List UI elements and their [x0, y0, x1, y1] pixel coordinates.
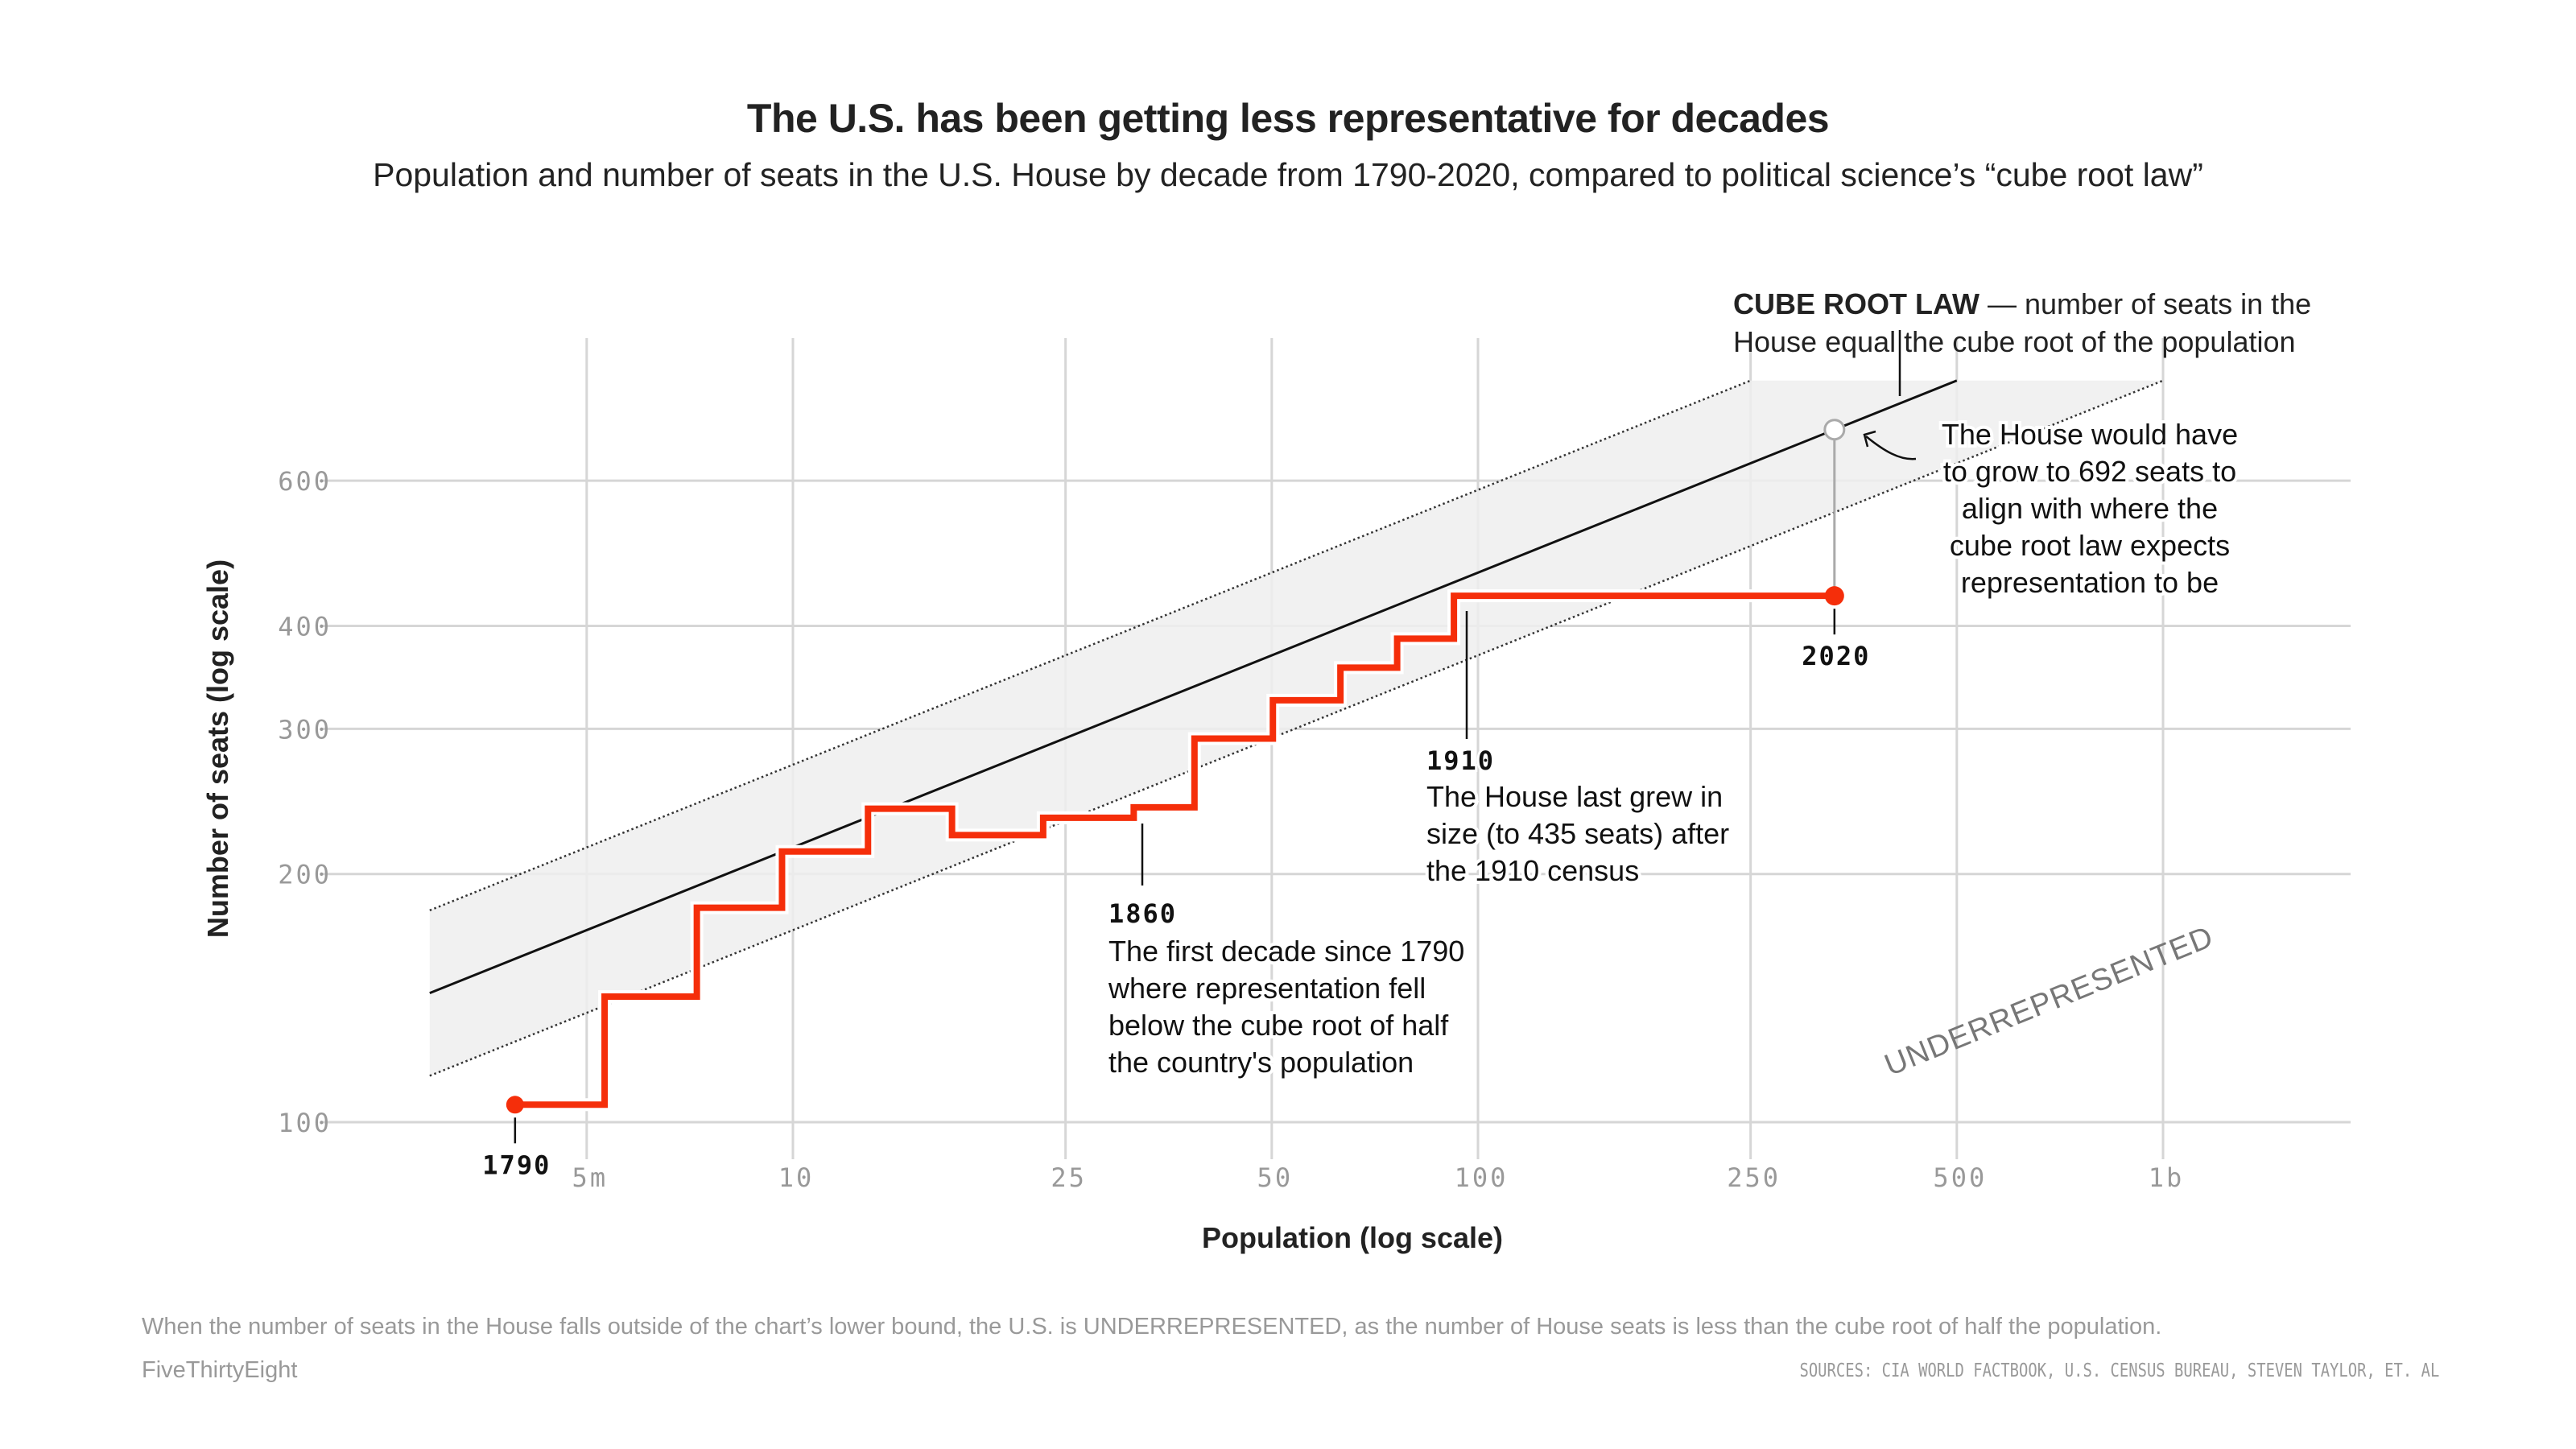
annotation-1910: 1910 The House last grew in size (to 435 s…: [1423, 743, 1732, 890]
x-tick-label: 250: [1727, 1162, 1781, 1193]
footnote: When the number of seats in the House fa…: [142, 1314, 2162, 1340]
underrepresented-label: UNDERREPRESENTED: [1880, 920, 2218, 1083]
sources-label: SOURCES: CIA WORLD FACTBOOK, U.S. CENSUS…: [1799, 1360, 2439, 1381]
target-annotation-line: The House would have: [1942, 418, 2238, 451]
chart-title: The U.S. has been getting less represent…: [746, 96, 1830, 141]
lower-bound-line: [429, 379, 2164, 1077]
y-tick-label: 300: [278, 714, 332, 745]
y-tick-label: 400: [278, 611, 332, 642]
chart-subtitle: Population and number of seats in the U.…: [373, 156, 2203, 193]
annotation-1910-line: The House last grew in: [1426, 780, 1723, 813]
endpoint-labels: 1790 2020: [480, 609, 1871, 1183]
upper-bound-line: [429, 379, 1752, 912]
annotation-1910-line: the 1910 census: [1426, 854, 1639, 887]
y-axis-title: Number of seats (log scale): [201, 559, 234, 938]
seats-series: [506, 419, 1846, 1114]
target-annotation: The House would have to grow to 692 seats…: [1938, 415, 2241, 602]
seats-step-line: [514, 592, 1835, 1108]
cube-root-law-text-2: House equal the cube root of the populat…: [1733, 325, 2296, 358]
x-tick-label: 100: [1455, 1162, 1509, 1193]
x-axis-title: Population (log scale): [1202, 1221, 1503, 1254]
cube-root-law-text-1: — number of seats in the: [1979, 287, 2311, 320]
cube-root-law-line: [429, 379, 1958, 995]
point-2020: [1824, 586, 1844, 606]
x-tick-label: 500: [1933, 1162, 1987, 1193]
x-tick-label: 25: [1051, 1162, 1087, 1193]
target-annotation-line: cube root law expects: [1950, 529, 2230, 562]
reference-lines: [429, 379, 2164, 1077]
y-tick-label: 100: [278, 1108, 332, 1138]
target-annotation-line: to grow to 692 seats to: [1943, 455, 2236, 488]
point-1790: [506, 1096, 524, 1114]
x-tick-label: 5m: [572, 1162, 609, 1193]
x-tick-label: 50: [1257, 1162, 1294, 1193]
cube-root-law-label: CUBE ROOT LAW: [1733, 287, 1979, 320]
target-annotation-line: representation to be: [1961, 566, 2219, 599]
annotation-1860-line: the country's population: [1108, 1046, 1414, 1079]
annotation-1860-year: 1860: [1108, 898, 1177, 929]
target-point: [1823, 419, 1846, 441]
cube-root-law-annotation: CUBE ROOT LAW — number of seats in the: [1733, 287, 2311, 320]
endpoint-label-1790: 1790: [482, 1150, 551, 1180]
annotation-1860-line: where representation fell: [1108, 972, 1426, 1005]
annotation-1910-line: size (to 435 seats) after: [1426, 817, 1729, 850]
target-annotation-line: align with where the: [1962, 492, 2218, 525]
y-tick-label: 600: [278, 466, 332, 497]
annotation-1910-year: 1910: [1426, 745, 1495, 776]
target-arrowhead-icon: [1863, 430, 1876, 448]
brand-label: FiveThirtyEight: [142, 1357, 298, 1383]
target-arrow-icon: [1865, 436, 1917, 460]
endpoint-label-2020: 2020: [1802, 641, 1870, 671]
annotation-1860: 1860 The first decade since 1790 where rep…: [1104, 896, 1468, 1082]
annotation-1860-line: The first decade since 1790: [1108, 935, 1464, 968]
x-tick-label: 10: [778, 1162, 815, 1193]
y-tick-label: 200: [278, 860, 332, 890]
annotation-1860-line: below the cube root of half: [1108, 1009, 1449, 1042]
x-tick-label: 1b: [2149, 1162, 2185, 1193]
